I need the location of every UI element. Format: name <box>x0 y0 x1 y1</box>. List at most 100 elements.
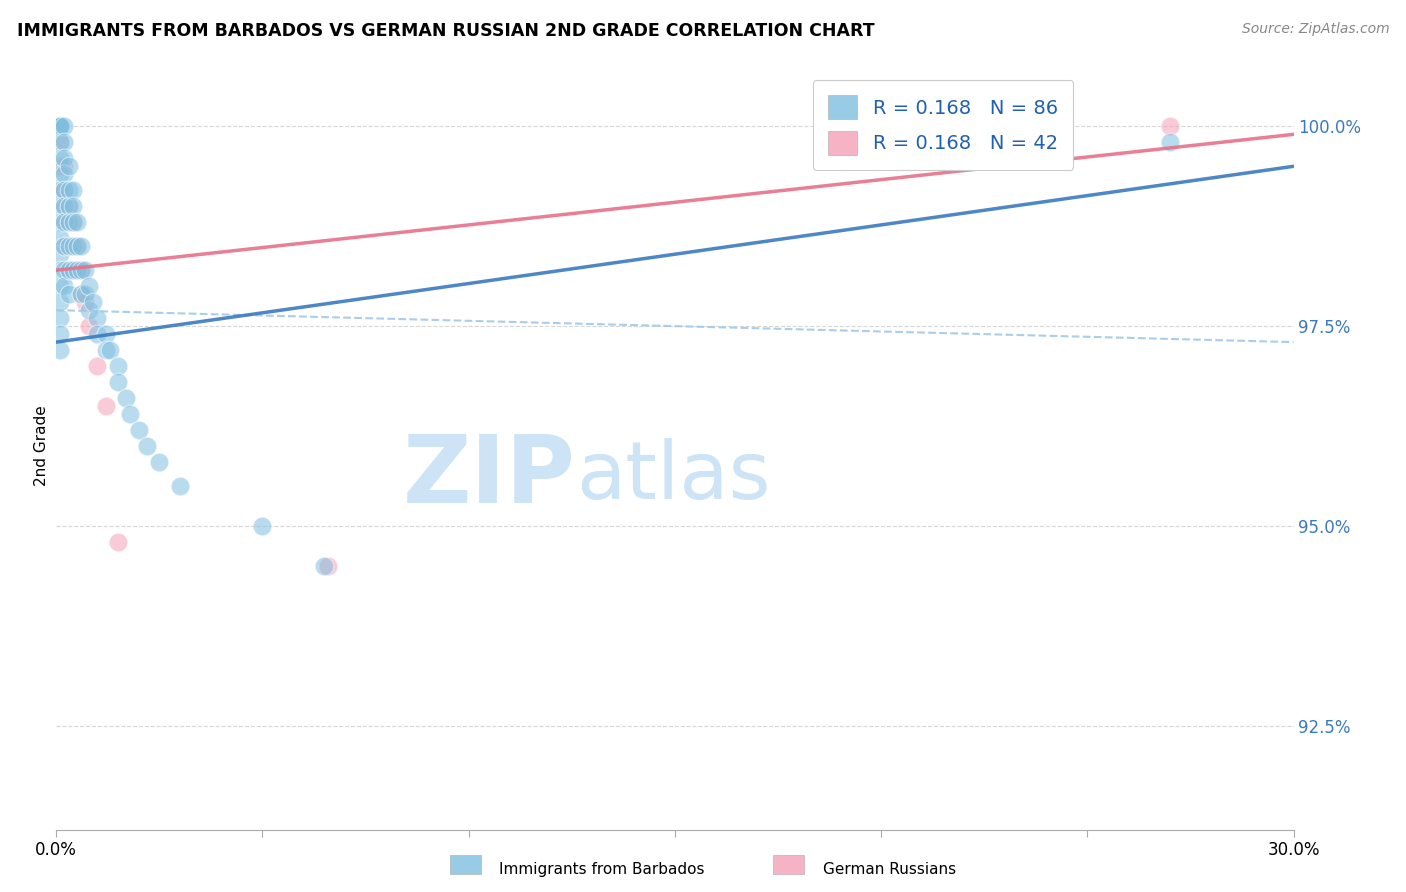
Point <box>1159 120 1181 134</box>
Point <box>62 239 84 253</box>
Point <box>53 239 76 253</box>
Point <box>77 319 100 334</box>
Point <box>49 199 72 213</box>
Point <box>53 120 76 134</box>
Text: Immigrants from Barbados: Immigrants from Barbados <box>499 863 704 877</box>
Point <box>49 247 72 261</box>
Point <box>107 359 129 373</box>
Text: ZIP: ZIP <box>404 431 576 523</box>
Point <box>49 183 72 197</box>
Point <box>49 295 72 310</box>
Point <box>94 343 117 357</box>
Point <box>62 183 84 197</box>
Point <box>62 263 84 277</box>
Point <box>75 287 97 301</box>
Point <box>58 199 80 213</box>
Point <box>58 215 80 229</box>
Point <box>169 479 191 493</box>
Point <box>49 136 72 150</box>
Point <box>82 295 104 310</box>
Text: German Russians: German Russians <box>823 863 956 877</box>
Point <box>75 263 97 277</box>
Point <box>120 407 142 421</box>
Point <box>58 183 80 197</box>
Point <box>53 263 76 277</box>
Point <box>53 151 76 165</box>
Point <box>49 120 72 134</box>
Text: Source: ZipAtlas.com: Source: ZipAtlas.com <box>1241 22 1389 37</box>
Point <box>1159 136 1181 150</box>
Point <box>53 239 76 253</box>
Point <box>70 263 93 277</box>
Point <box>49 120 72 134</box>
Point <box>49 120 72 134</box>
Point <box>53 215 76 229</box>
Point <box>58 263 80 277</box>
Text: IMMIGRANTS FROM BARBADOS VS GERMAN RUSSIAN 2ND GRADE CORRELATION CHART: IMMIGRANTS FROM BARBADOS VS GERMAN RUSSI… <box>17 22 875 40</box>
Point <box>49 120 72 134</box>
Point <box>53 167 76 181</box>
Point <box>86 327 108 342</box>
Point <box>70 239 93 253</box>
Point <box>58 239 80 253</box>
Point <box>107 375 129 389</box>
Point <box>58 239 80 253</box>
Point <box>62 215 84 229</box>
Point <box>49 120 72 134</box>
Point <box>66 239 89 253</box>
Point <box>49 263 72 277</box>
Point <box>66 215 89 229</box>
Point <box>49 327 72 342</box>
Point <box>49 120 72 134</box>
Point <box>49 136 72 150</box>
Point <box>94 399 117 413</box>
Point <box>86 311 108 326</box>
Point <box>75 295 97 310</box>
Point <box>70 263 93 277</box>
Point <box>49 151 72 165</box>
Point <box>49 120 72 134</box>
Point <box>115 391 138 405</box>
Point <box>49 159 72 173</box>
Point <box>70 287 93 301</box>
Point <box>49 120 72 134</box>
Point <box>66 263 89 277</box>
Point <box>252 519 274 533</box>
Point <box>53 279 76 293</box>
Point <box>94 327 117 342</box>
Point <box>77 303 100 318</box>
Point <box>86 359 108 373</box>
Point <box>148 455 170 469</box>
Point <box>49 183 72 197</box>
Point <box>49 231 72 245</box>
Point <box>318 558 340 573</box>
Point <box>53 199 76 213</box>
Point <box>107 535 129 549</box>
Point <box>49 311 72 326</box>
Point <box>49 279 72 293</box>
Y-axis label: 2nd Grade: 2nd Grade <box>34 406 49 486</box>
Point <box>53 183 76 197</box>
Point <box>49 120 72 134</box>
Point <box>77 279 100 293</box>
Legend: R = 0.168   N = 86, R = 0.168   N = 42: R = 0.168 N = 86, R = 0.168 N = 42 <box>813 79 1073 170</box>
Point <box>62 215 84 229</box>
Point <box>66 239 89 253</box>
Point <box>53 136 76 150</box>
Point <box>66 263 89 277</box>
Point <box>49 120 72 134</box>
Point <box>62 239 84 253</box>
Point <box>58 263 80 277</box>
Point <box>58 159 80 173</box>
Point <box>58 287 80 301</box>
Text: atlas: atlas <box>576 438 770 516</box>
Point <box>49 120 72 134</box>
Point <box>53 199 76 213</box>
Point <box>58 215 80 229</box>
Point <box>314 558 336 573</box>
Point <box>49 167 72 181</box>
Point <box>98 343 121 357</box>
Point <box>49 215 72 229</box>
Point <box>49 343 72 357</box>
Point <box>53 159 76 173</box>
